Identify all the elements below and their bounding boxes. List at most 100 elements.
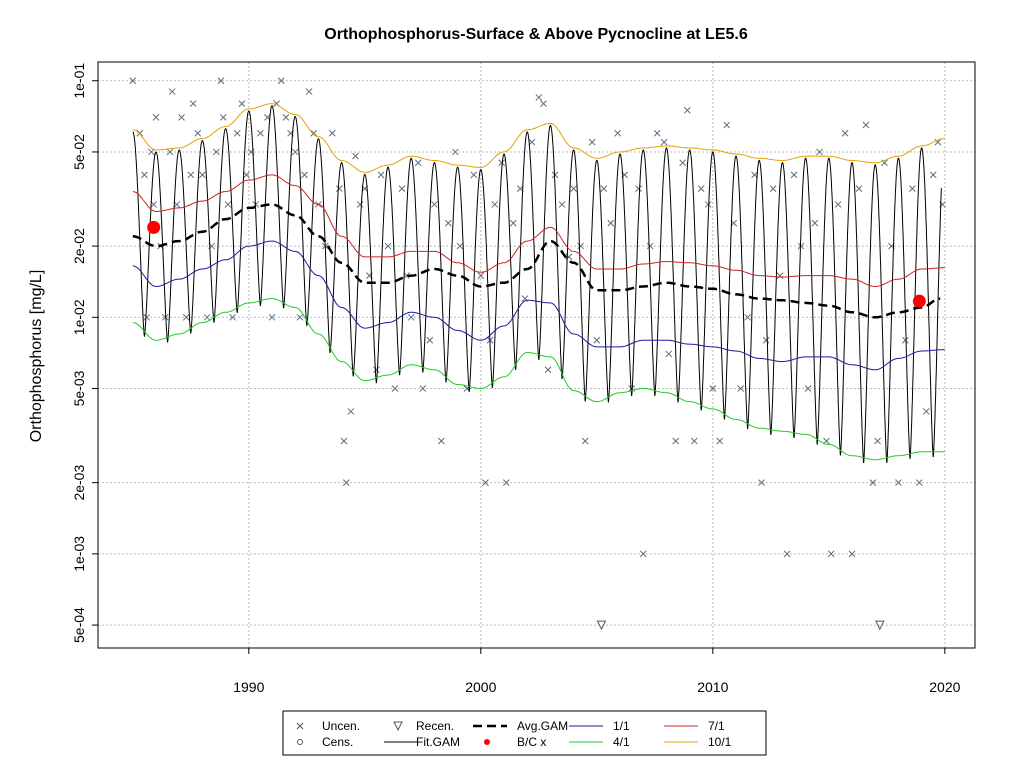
uncensored-point: [414, 159, 422, 167]
uncensored-point: [902, 336, 909, 344]
legend-symbol-bc: [484, 739, 490, 745]
uncensored-point: [797, 242, 805, 250]
uncensored-point: [407, 313, 415, 321]
bc-point: [147, 220, 161, 234]
legend-label: 4/1: [613, 735, 630, 749]
uncensored-point: [570, 185, 577, 192]
uncensored-point: [704, 201, 712, 208]
uncensored-point: [816, 148, 823, 156]
uncensored-point: [136, 129, 144, 137]
uncensored-point: [148, 148, 155, 156]
y-tick-label: 1e-03: [71, 536, 87, 572]
uncensored-point: [305, 88, 313, 95]
uncensored-point: [723, 121, 731, 129]
x-tick-label: 2020: [929, 679, 960, 695]
legend-label: Fit.GAM: [416, 735, 460, 749]
uncensored-point: [862, 121, 870, 129]
uncensored-point: [352, 152, 359, 160]
uncensored-point: [874, 437, 881, 445]
uncensored-point: [672, 437, 680, 445]
uncensored-point: [219, 114, 227, 121]
uncensored-point: [233, 129, 241, 137]
series-7-1: [132, 174, 945, 288]
uncensored-point: [855, 185, 863, 192]
y-tick-label: 2e-02: [71, 228, 87, 264]
uncensored-point: [551, 171, 559, 179]
uncensored-point: [141, 171, 148, 179]
uncensored-point: [199, 171, 206, 179]
uncensored-point: [716, 437, 724, 445]
y-tick-label: 5e-03: [71, 370, 87, 406]
uncensored-point: [152, 114, 160, 121]
uncensored-point: [577, 242, 584, 250]
uncensored-point: [922, 408, 930, 415]
legend-label: Recen.: [416, 719, 454, 733]
uncensored-point: [342, 479, 350, 487]
uncensored-point: [744, 313, 751, 321]
uncensored-point: [291, 148, 299, 156]
uncensored-point: [384, 242, 392, 250]
uncensored-point: [769, 185, 777, 192]
uncensored-point: [444, 219, 452, 227]
uncensored-point: [614, 129, 622, 137]
uncensored-point: [895, 479, 902, 487]
uncensored-point: [229, 313, 236, 321]
uncensored-point: [593, 336, 601, 344]
uncensored-point: [823, 437, 830, 445]
uncensored-point: [683, 106, 691, 114]
uncensored-point: [238, 100, 246, 108]
legend-symbol-uncensored: [296, 722, 304, 730]
uncensored-point: [502, 479, 510, 487]
uncensored-point: [282, 114, 290, 121]
uncensored-point: [540, 100, 547, 108]
y-axis-label: Orthophosphorus [mg/L]: [28, 270, 45, 443]
uncensored-point: [909, 185, 916, 192]
uncensored-point: [335, 185, 343, 192]
plot-border: [97, 61, 976, 649]
uncensored-point: [827, 550, 835, 558]
uncensored-point: [639, 550, 647, 558]
uncensored-point: [277, 77, 285, 85]
y-tick-label: 2e-03: [71, 465, 87, 501]
bc-point: [912, 294, 926, 308]
recensored-point: [596, 620, 607, 631]
uncensored-point: [243, 171, 250, 179]
uncensored-point: [697, 185, 705, 192]
uncensored-point: [528, 138, 536, 146]
uncensored-point: [581, 437, 589, 445]
uncensored-point: [398, 185, 406, 192]
uncensored-point: [915, 479, 923, 487]
x-tick-label: 2010: [697, 679, 728, 695]
x-tick-label: 2000: [465, 679, 496, 695]
legend-label: Cens.: [322, 735, 353, 749]
uncensored-point: [310, 129, 318, 137]
legend-label: 7/1: [708, 719, 725, 733]
uncensored-point: [143, 313, 151, 321]
uncensored-point: [301, 171, 308, 179]
recensored-point: [875, 620, 885, 631]
uncensored-point: [451, 148, 459, 156]
y-tick-label: 5e-02: [71, 134, 87, 170]
uncensored-point: [535, 94, 543, 101]
uncensored-point: [690, 437, 698, 445]
uncensored-point: [841, 129, 849, 137]
uncensored-point: [426, 336, 434, 344]
series-10-1: [132, 103, 945, 173]
uncensored-point: [373, 366, 380, 374]
uncensored-point: [929, 171, 937, 179]
legend-label: 1/1: [613, 719, 630, 733]
uncensored-point: [187, 171, 195, 179]
series-1-1: [132, 240, 945, 371]
uncensored-point: [934, 138, 942, 146]
uncensored-point: [477, 272, 485, 279]
series-fit-gam: [132, 104, 942, 464]
uncensored-point: [776, 272, 784, 279]
uncensored-point: [347, 408, 355, 415]
uncensored-point: [544, 366, 552, 374]
uncensored-point: [173, 201, 181, 208]
uncensored-point: [607, 219, 615, 227]
uncensored-point: [438, 437, 445, 445]
legend-symbol-recensored: [393, 721, 403, 732]
uncensored-point: [161, 313, 169, 321]
